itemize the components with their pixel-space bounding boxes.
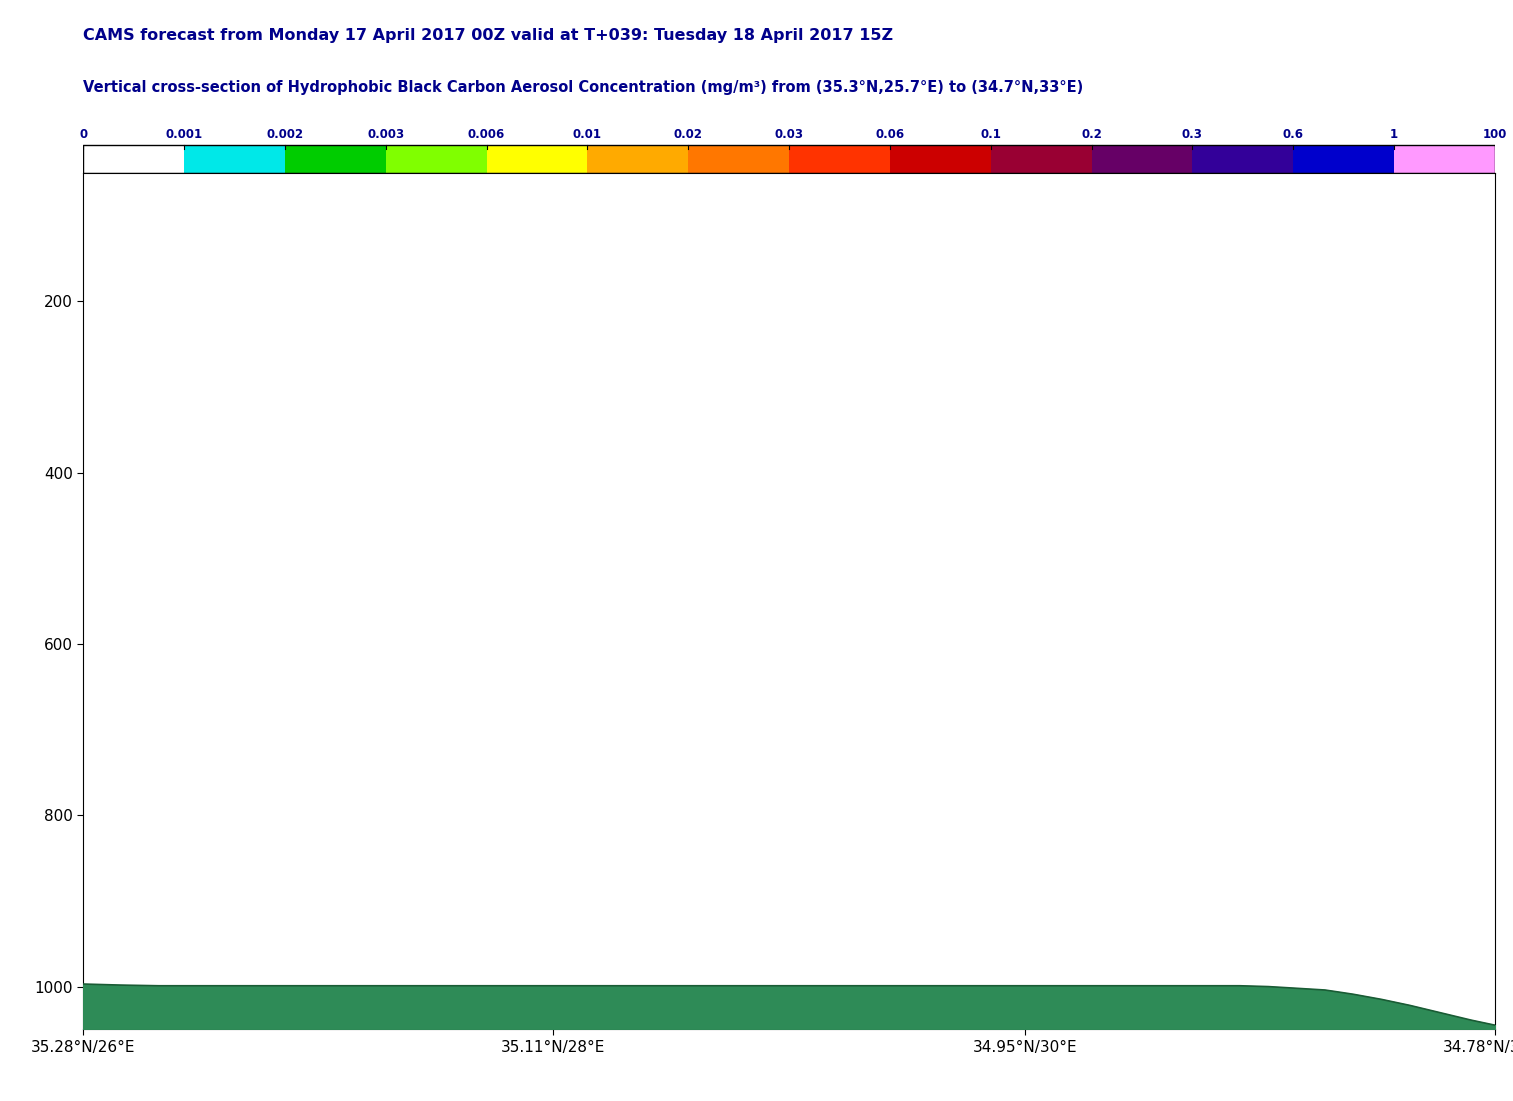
Bar xyxy=(1393,145,1495,173)
Text: 0.06: 0.06 xyxy=(876,128,905,141)
Bar xyxy=(1091,145,1192,173)
Text: 0.001: 0.001 xyxy=(165,128,203,141)
Text: 0.3: 0.3 xyxy=(1182,128,1203,141)
Bar xyxy=(487,145,587,173)
Bar xyxy=(83,145,1495,173)
Bar xyxy=(1294,145,1393,173)
Bar xyxy=(386,145,487,173)
Bar xyxy=(890,145,991,173)
Text: 0.03: 0.03 xyxy=(775,128,803,141)
Bar xyxy=(790,145,890,173)
Bar xyxy=(284,145,386,173)
Text: 0.1: 0.1 xyxy=(980,128,1002,141)
Bar xyxy=(991,145,1091,173)
Text: 0.2: 0.2 xyxy=(1082,128,1101,141)
Text: 1: 1 xyxy=(1390,128,1398,141)
Text: 0.01: 0.01 xyxy=(573,128,602,141)
Text: 0.006: 0.006 xyxy=(468,128,505,141)
Text: 0.6: 0.6 xyxy=(1283,128,1304,141)
Bar xyxy=(185,145,284,173)
Text: 0.002: 0.002 xyxy=(266,128,304,141)
Text: Vertical cross-section of Hydrophobic Black Carbon Aerosol Concentration (mg/m³): Vertical cross-section of Hydrophobic Bl… xyxy=(83,80,1083,95)
Text: 100: 100 xyxy=(1483,128,1507,141)
Bar xyxy=(587,145,688,173)
Bar xyxy=(688,145,790,173)
Text: 0.02: 0.02 xyxy=(673,128,702,141)
Text: 0.003: 0.003 xyxy=(368,128,404,141)
Bar xyxy=(1192,145,1294,173)
Text: CAMS forecast from Monday 17 April 2017 00Z valid at T+039: Tuesday 18 April 201: CAMS forecast from Monday 17 April 2017 … xyxy=(83,28,893,43)
Bar xyxy=(83,145,185,173)
Text: 0: 0 xyxy=(79,128,88,141)
